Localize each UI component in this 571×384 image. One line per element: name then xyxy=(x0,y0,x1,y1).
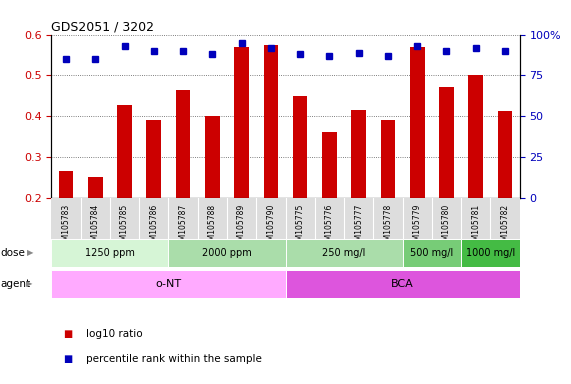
Text: GSM105782: GSM105782 xyxy=(500,204,509,250)
Text: dose: dose xyxy=(1,248,26,258)
Bar xyxy=(234,47,249,198)
Text: 500 mg/l: 500 mg/l xyxy=(410,248,453,258)
Text: GSM105779: GSM105779 xyxy=(413,204,422,250)
Bar xyxy=(293,96,307,198)
Text: ■: ■ xyxy=(63,354,72,364)
Text: GSM105781: GSM105781 xyxy=(471,204,480,250)
Bar xyxy=(468,75,483,198)
Text: BCA: BCA xyxy=(391,278,414,289)
Text: o-NT: o-NT xyxy=(155,278,182,289)
Text: log10 ratio: log10 ratio xyxy=(86,329,142,339)
Bar xyxy=(264,45,278,198)
Bar xyxy=(147,120,161,198)
Bar xyxy=(403,239,461,267)
Text: GSM105776: GSM105776 xyxy=(325,204,334,250)
Text: GSM105784: GSM105784 xyxy=(91,204,100,250)
Bar xyxy=(168,239,286,267)
Text: GSM105786: GSM105786 xyxy=(149,204,158,250)
Text: ▶: ▶ xyxy=(27,248,34,257)
Text: GSM105783: GSM105783 xyxy=(62,204,71,250)
Bar xyxy=(286,239,403,267)
Bar xyxy=(59,171,73,198)
Bar xyxy=(51,239,168,267)
Text: ■: ■ xyxy=(63,329,72,339)
Text: 1000 mg/l: 1000 mg/l xyxy=(466,248,515,258)
Bar xyxy=(176,91,190,198)
Bar xyxy=(439,87,454,198)
Bar xyxy=(205,116,220,198)
Text: GSM105775: GSM105775 xyxy=(296,204,305,250)
Bar xyxy=(51,270,286,298)
Text: GSM105780: GSM105780 xyxy=(442,204,451,250)
Bar xyxy=(286,270,520,298)
Text: GDS2051 / 3202: GDS2051 / 3202 xyxy=(51,20,154,33)
Text: ▶: ▶ xyxy=(26,279,32,288)
Text: GSM105789: GSM105789 xyxy=(237,204,246,250)
Bar xyxy=(322,132,337,198)
Text: GSM105785: GSM105785 xyxy=(120,204,129,250)
Text: 2000 ppm: 2000 ppm xyxy=(202,248,252,258)
Text: GSM105788: GSM105788 xyxy=(208,204,217,250)
Bar xyxy=(410,47,424,198)
Text: agent: agent xyxy=(1,278,31,289)
Text: 1250 ppm: 1250 ppm xyxy=(85,248,135,258)
Bar xyxy=(117,105,132,198)
Text: GSM105787: GSM105787 xyxy=(179,204,188,250)
Bar xyxy=(351,110,366,198)
Text: GSM105777: GSM105777 xyxy=(354,204,363,250)
Bar xyxy=(88,177,103,198)
Bar xyxy=(461,239,520,267)
Text: GSM105778: GSM105778 xyxy=(383,204,392,250)
Bar xyxy=(498,111,512,198)
Text: percentile rank within the sample: percentile rank within the sample xyxy=(86,354,262,364)
Text: 250 mg/l: 250 mg/l xyxy=(323,248,365,258)
Text: GSM105790: GSM105790 xyxy=(266,204,275,250)
Bar xyxy=(381,120,395,198)
